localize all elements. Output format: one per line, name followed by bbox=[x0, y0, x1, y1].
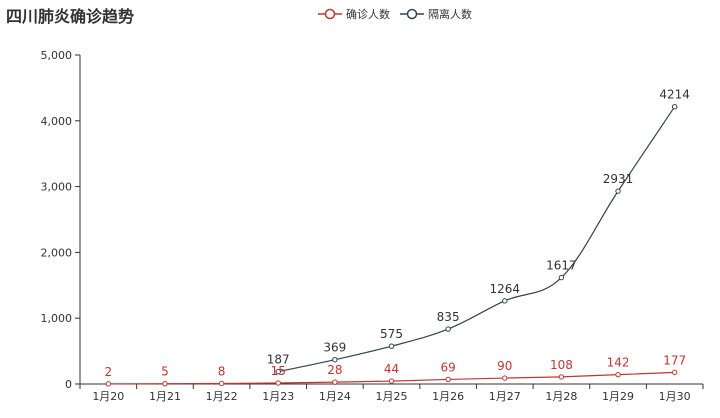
chart-title: 四川肺炎确诊趋势 bbox=[6, 7, 134, 26]
x-tick-label: 1月27 bbox=[489, 390, 521, 403]
data-point bbox=[445, 326, 451, 332]
x-tick-label: 1月22 bbox=[206, 390, 238, 403]
data-point bbox=[388, 343, 395, 349]
x-tick-label: 1月26 bbox=[432, 390, 464, 403]
data-label: 28 bbox=[327, 363, 342, 377]
data-point bbox=[615, 371, 621, 378]
x-tick-label: 1月24 bbox=[319, 390, 351, 403]
data-label: 8 bbox=[218, 364, 226, 378]
data-label: 2 bbox=[104, 365, 112, 379]
series-2 bbox=[275, 104, 678, 375]
data-point bbox=[275, 368, 281, 375]
legend-item-1[interactable]: 确诊人数 bbox=[318, 7, 390, 21]
data-labels: 2 5 8 15 28 44 69 90 108 142 177 187 369 575 835 1264 16… bbox=[104, 88, 689, 379]
data-point bbox=[558, 374, 565, 380]
legend-label: 隔离人数 bbox=[428, 7, 472, 21]
data-point bbox=[332, 357, 338, 363]
legend-marker bbox=[324, 8, 336, 20]
data-label: 369 bbox=[323, 341, 346, 355]
data-point bbox=[615, 188, 621, 194]
legend: 确诊人数 隔离人数 bbox=[318, 7, 472, 21]
y-tick-label: 4,000 bbox=[41, 115, 73, 128]
x-tick-label: 1月21 bbox=[149, 390, 181, 403]
y-tick-label: 1,000 bbox=[41, 312, 73, 325]
data-point bbox=[671, 369, 678, 376]
data-label: 1617 bbox=[546, 259, 577, 273]
series-layer bbox=[105, 104, 678, 387]
y-tick-label: 0 bbox=[65, 378, 72, 391]
data-label: 69 bbox=[440, 360, 455, 374]
x-tick-label: 1月28 bbox=[545, 390, 577, 403]
data-point bbox=[671, 104, 678, 110]
x-axis: 1月20 1月21 1月22 1月23 1月24 1月25 1月26 1月27 1月28 1月29… bbox=[79, 383, 704, 403]
data-point bbox=[558, 274, 565, 281]
data-label: 5 bbox=[161, 365, 169, 379]
series-line bbox=[278, 106, 676, 373]
legend-item-2[interactable]: 隔离人数 bbox=[400, 7, 472, 21]
data-label: 177 bbox=[663, 353, 686, 367]
y-tick-label: 3,000 bbox=[41, 181, 73, 194]
data-point bbox=[105, 381, 112, 387]
data-label: 2931 bbox=[603, 172, 634, 186]
data-point bbox=[332, 379, 338, 385]
series-1 bbox=[105, 369, 678, 387]
data-point bbox=[275, 380, 281, 386]
data-label: 108 bbox=[550, 358, 573, 372]
y-axis: 0 1,000 2,000 3,000 4,000 5,000 bbox=[41, 49, 81, 391]
x-tick-label: 1月30 bbox=[659, 390, 691, 403]
x-tick-label: 1月23 bbox=[262, 390, 294, 403]
data-label: 90 bbox=[497, 359, 512, 373]
data-point bbox=[502, 375, 508, 381]
data-point bbox=[388, 378, 395, 384]
data-label: 44 bbox=[384, 362, 399, 376]
data-label: 4214 bbox=[659, 88, 690, 102]
data-point bbox=[162, 380, 168, 387]
data-label: 15 bbox=[271, 364, 286, 378]
x-tick-label: 1月29 bbox=[602, 390, 634, 403]
y-tick-label: 2,000 bbox=[41, 246, 73, 259]
data-label: 187 bbox=[267, 353, 290, 367]
data-point bbox=[502, 298, 508, 304]
legend-marker bbox=[406, 8, 418, 20]
data-point bbox=[445, 376, 451, 383]
data-label: 1264 bbox=[489, 282, 520, 296]
x-tick-label: 1月25 bbox=[376, 390, 408, 403]
legend-label: 确诊人数 bbox=[346, 7, 390, 21]
data-label: 835 bbox=[437, 310, 460, 324]
data-point bbox=[218, 380, 225, 387]
data-label: 142 bbox=[607, 356, 630, 370]
x-tick-label: 1月20 bbox=[92, 390, 124, 403]
data-label: 575 bbox=[380, 327, 403, 341]
y-tick-label: 5,000 bbox=[41, 49, 73, 62]
